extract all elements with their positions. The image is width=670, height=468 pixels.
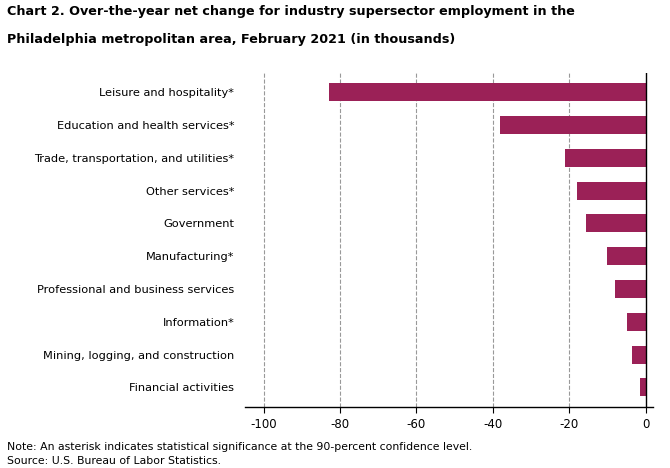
Bar: [500, 116, 646, 134]
Bar: [328, 83, 646, 101]
Bar: [615, 280, 646, 298]
Bar: [586, 214, 646, 233]
Bar: [626, 313, 646, 331]
Text: Philadelphia metropolitan area, February 2021 (in thousands): Philadelphia metropolitan area, February…: [7, 33, 455, 46]
Bar: [608, 247, 646, 265]
Text: Chart 2. Over-the-year net change for industry supersector employment in the: Chart 2. Over-the-year net change for in…: [7, 5, 575, 18]
Bar: [640, 379, 646, 396]
Bar: [577, 182, 646, 200]
Text: Note: An asterisk indicates statistical significance at the 90-percent confidenc: Note: An asterisk indicates statistical …: [7, 442, 472, 452]
Bar: [565, 149, 646, 167]
Bar: [632, 346, 646, 364]
Text: Source: U.S. Bureau of Labor Statistics.: Source: U.S. Bureau of Labor Statistics.: [7, 456, 220, 466]
